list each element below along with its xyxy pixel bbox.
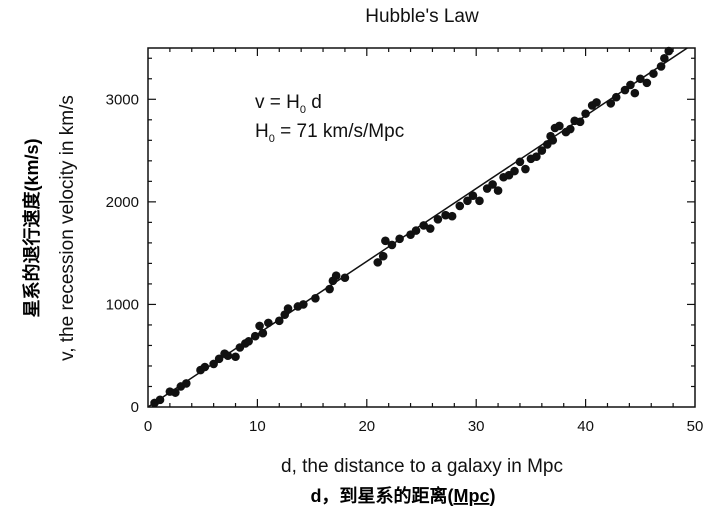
data-point [468,191,478,201]
data-point [649,69,658,78]
data-point [411,226,421,235]
y-axis-label-cn: 星系的退行速度(km/s) [21,138,42,317]
data-point [214,354,224,364]
data-point [155,395,165,405]
data-point [664,46,674,56]
y-tick-label: 1000 [106,296,139,313]
data-point [378,251,388,261]
data-point [250,331,260,341]
x-tick-label: 50 [687,418,704,435]
data-point [447,211,457,221]
data-point [488,180,497,189]
data-point [244,337,253,346]
data-point [255,321,264,331]
data-point [283,304,293,313]
data-point [656,62,666,71]
x-tick-label: 20 [358,418,375,435]
formula-annotation: v = H0 d [255,92,322,116]
data-point [565,124,575,134]
chart-title: Hubble's Law [365,6,479,27]
data-point [555,121,564,131]
data-point [200,362,210,372]
data-point [515,157,525,167]
data-point [455,201,465,211]
data-point [636,74,645,84]
data-point [660,53,669,63]
x-axis-label: d, the distance to a galaxy in Mpc [281,456,563,477]
data-point [274,316,284,326]
x-tick-label: 10 [249,418,266,435]
data-point [463,196,472,206]
data-point [231,352,240,362]
data-point [264,318,273,328]
data-point [532,152,541,162]
data-points [150,46,674,408]
data-point [381,236,390,246]
data-point [425,224,435,233]
y-tick-label: 3000 [106,91,139,108]
data-point [575,117,585,127]
axis-tick-labels: 0 10 20 30 40 50 0 1000 2000 3000 [106,91,704,435]
data-point [223,351,233,361]
x-axis-label-cn: d，到星系的距离(Mpc) [311,485,496,506]
data-point [181,379,191,388]
data-point [548,136,558,145]
data-point [592,98,601,107]
data-point [419,221,428,230]
plot-frame [147,47,696,408]
data-point [620,85,630,95]
data-point [299,300,308,309]
hubble-constant-annotation: H0 = 71 km/s/Mpc [255,121,404,145]
data-point [493,186,503,195]
data-point [171,388,180,397]
data-point [311,293,320,303]
data-point [630,88,640,98]
data-point [331,271,341,281]
data-point [387,240,397,250]
data-point [581,109,590,118]
data-point [441,210,450,220]
data-point [521,164,530,174]
data-point [209,359,218,369]
y-tick-label: 0 [131,399,139,416]
x-tick-label: 40 [577,418,594,435]
data-point [395,234,404,244]
data-point [626,80,635,90]
x-tick-label: 0 [144,418,152,435]
data-point [510,166,519,176]
data-point [325,284,334,294]
x-tick-label: 30 [468,418,485,435]
y-axis-label: v, the recession velocity in km/s [57,95,78,361]
data-point [340,273,350,283]
data-point [258,328,268,338]
data-point [606,99,616,108]
axis-ticks [148,48,695,407]
data-point [611,92,621,102]
data-point [642,78,652,88]
data-point [537,146,547,155]
y-tick-label: 2000 [106,194,139,211]
data-point [475,196,484,206]
data-point [433,214,443,224]
data-point [373,258,383,267]
